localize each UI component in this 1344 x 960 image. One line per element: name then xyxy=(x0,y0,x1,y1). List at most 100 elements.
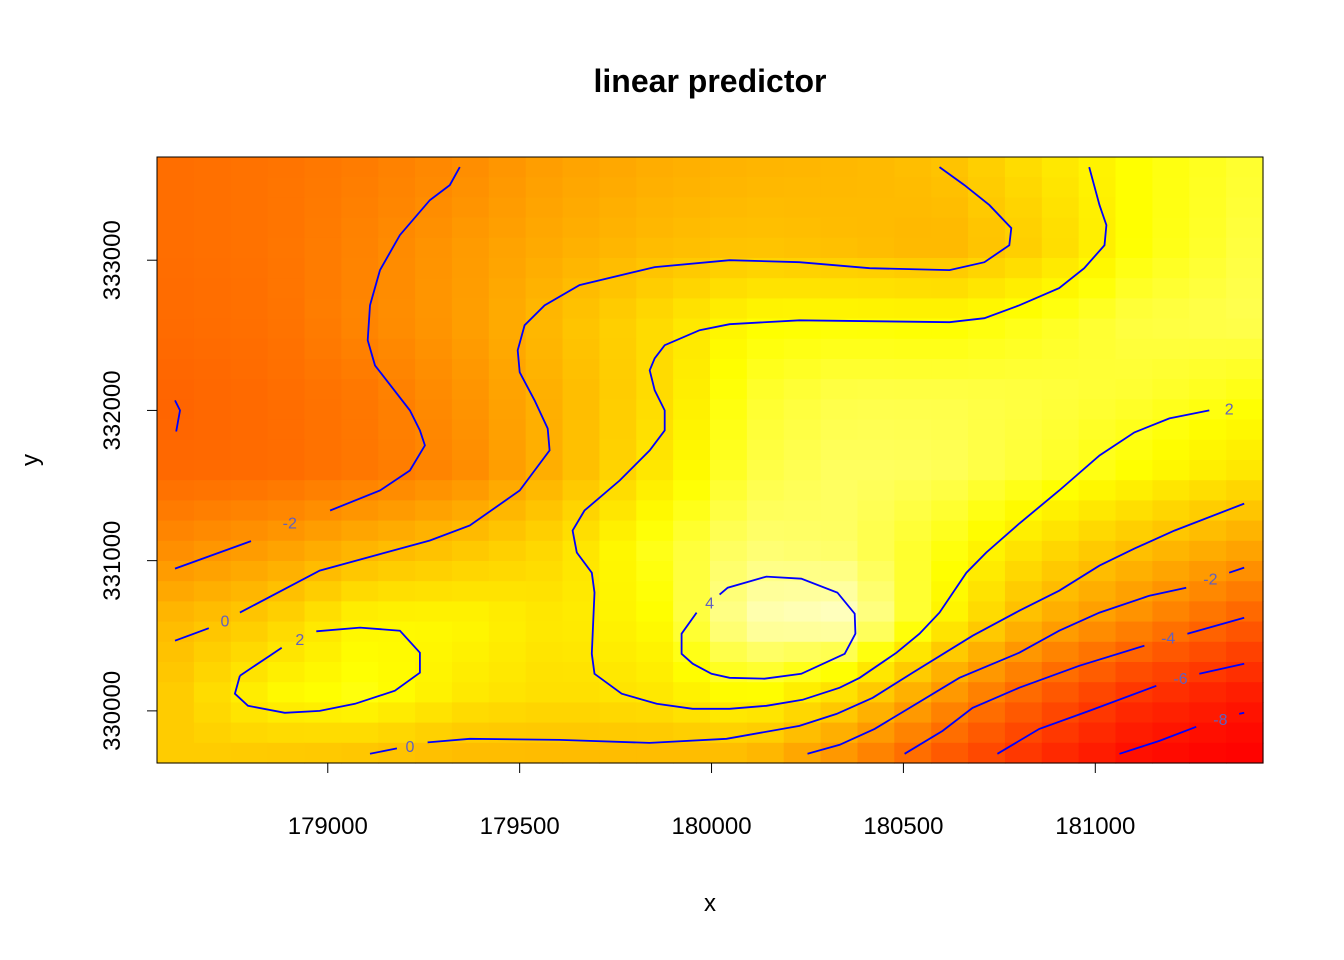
heatmap-cell xyxy=(783,480,822,501)
heatmap-cell xyxy=(968,520,1006,542)
heatmap-cell xyxy=(488,662,527,683)
heatmap-cell xyxy=(525,682,564,703)
heatmap-cell xyxy=(1041,197,1080,219)
heatmap-cell xyxy=(931,520,969,542)
heatmap-cell xyxy=(673,581,711,602)
heatmap-cell xyxy=(378,419,416,441)
heatmap-cell xyxy=(1004,621,1043,643)
heatmap-cell xyxy=(820,621,859,643)
heatmap-cell xyxy=(267,217,306,239)
heatmap-cell xyxy=(783,379,822,400)
heatmap-cell xyxy=(304,662,342,683)
heatmap-cell xyxy=(525,581,564,602)
heatmap-cell xyxy=(378,379,416,400)
heatmap-cell xyxy=(415,662,453,683)
heatmap-cell xyxy=(746,742,785,764)
heatmap-cell xyxy=(230,258,269,279)
heatmap-cell xyxy=(1078,237,1117,259)
heatmap-cell xyxy=(562,500,600,522)
heatmap-cell xyxy=(230,197,269,219)
heatmap-cell xyxy=(673,500,711,522)
heatmap-cell xyxy=(857,702,895,724)
heatmap-cell xyxy=(230,722,269,744)
heatmap-cell xyxy=(599,581,637,602)
heatmap-cell xyxy=(636,258,674,279)
heatmap-cell xyxy=(1226,298,1264,320)
heatmap-cell xyxy=(1041,338,1080,360)
heatmap-cell xyxy=(746,581,785,602)
heatmap-cell xyxy=(451,641,490,663)
heatmap-cell xyxy=(1004,722,1043,744)
heatmap-cell xyxy=(820,419,859,441)
heatmap-cell xyxy=(1152,177,1190,198)
heatmap-cell xyxy=(820,722,859,744)
heatmap-cell xyxy=(1189,439,1227,461)
heatmap-cell xyxy=(1189,338,1227,360)
heatmap-cell xyxy=(451,662,490,683)
heatmap-cell xyxy=(710,258,748,279)
heatmap-cell xyxy=(673,157,711,178)
heatmap-cell xyxy=(378,318,416,340)
heatmap-cell xyxy=(341,359,379,380)
heatmap-cell xyxy=(230,460,269,481)
heatmap-cell xyxy=(1226,460,1264,481)
heatmap-cell xyxy=(1115,399,1153,421)
heatmap-cell xyxy=(341,379,379,400)
heatmap-cell xyxy=(1152,399,1190,421)
heatmap-cell xyxy=(931,298,969,320)
heatmap-cell xyxy=(378,621,416,643)
heatmap-cell xyxy=(1041,460,1080,481)
heatmap-cell xyxy=(710,359,748,380)
contour-line-level-2 xyxy=(239,647,283,677)
heatmap-cell xyxy=(783,601,822,623)
heatmap-cell xyxy=(1226,662,1264,683)
heatmap-cell xyxy=(673,177,711,198)
heatmap-cell xyxy=(968,419,1006,441)
heatmap-cell xyxy=(783,460,822,481)
x-tick-label: 180000 xyxy=(671,813,751,840)
heatmap-cell xyxy=(562,217,600,239)
heatmap-cell xyxy=(1041,177,1080,198)
heatmap-cell xyxy=(451,682,490,703)
heatmap-cell xyxy=(746,338,785,360)
heatmap-cell xyxy=(157,621,195,643)
heatmap-cell xyxy=(451,621,490,643)
heatmap-cell xyxy=(157,540,195,562)
heatmap-cell xyxy=(599,520,637,542)
heatmap-cell xyxy=(1041,278,1080,299)
y-tick-label: 332000 xyxy=(99,370,126,450)
contour-lines xyxy=(174,166,1245,755)
heatmap-cell xyxy=(1226,722,1264,744)
heatmap-cell xyxy=(894,621,932,643)
heatmap-cell xyxy=(1189,237,1227,259)
heatmap-cell xyxy=(636,298,674,320)
heatmap-cell xyxy=(1189,682,1227,703)
heatmap-cell xyxy=(415,641,453,663)
heatmap-cell xyxy=(341,540,379,562)
heatmap-cell xyxy=(1115,581,1153,602)
heatmap-cell xyxy=(193,237,232,259)
heatmap-cell xyxy=(636,359,674,380)
heatmap-cell xyxy=(230,520,269,542)
heatmap-cell xyxy=(820,379,859,400)
heatmap-cell xyxy=(820,581,859,602)
heatmap-cell xyxy=(931,702,969,724)
heatmap-cell xyxy=(415,419,453,441)
heatmap-cell xyxy=(157,520,195,542)
heatmap-cell xyxy=(341,177,379,198)
heatmap-cell xyxy=(267,278,306,299)
heatmap-cell xyxy=(746,177,785,198)
heatmap-cell xyxy=(931,662,969,683)
heatmap-cell xyxy=(415,621,453,643)
contour-line-level--4 xyxy=(1187,616,1245,635)
heatmap-cell xyxy=(157,480,195,501)
heatmap-cell xyxy=(968,722,1006,744)
heatmap-cell xyxy=(783,177,822,198)
heatmap-cell xyxy=(304,399,342,421)
heatmap-cell xyxy=(451,439,490,461)
heatmap-cell xyxy=(894,601,932,623)
heatmap-cell xyxy=(931,338,969,360)
heatmap-cell xyxy=(1152,621,1190,643)
heatmap-cell xyxy=(931,197,969,219)
heatmap-cell xyxy=(710,641,748,663)
